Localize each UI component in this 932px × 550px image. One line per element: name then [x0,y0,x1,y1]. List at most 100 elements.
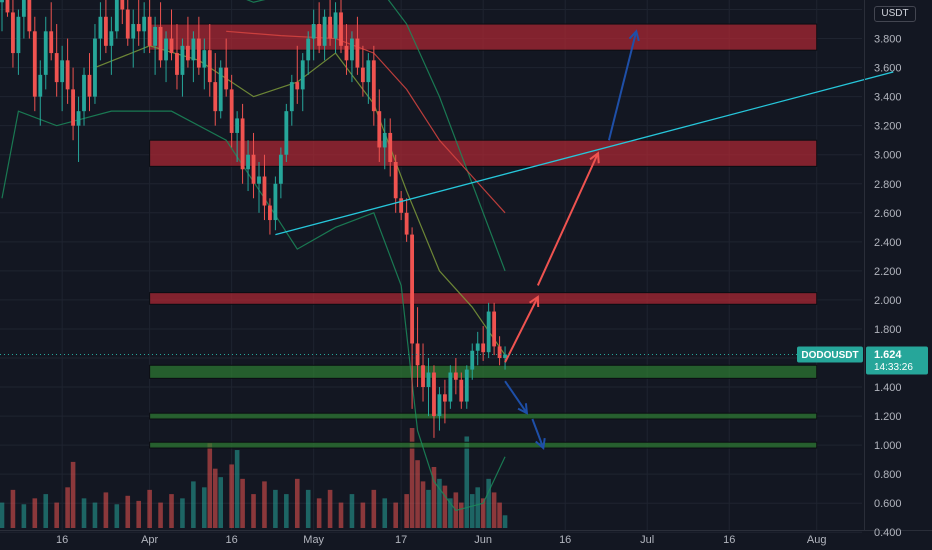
candle-body [65,60,70,90]
candle-body [87,74,92,97]
candle-body [328,16,332,39]
candle-body [278,154,283,184]
volume-bar [169,494,174,528]
candle-body [322,16,327,46]
candle-body [76,111,81,126]
volume-bar [234,450,240,528]
candle-body [426,372,431,388]
candle-body [185,45,190,61]
candle-body [38,74,43,97]
candle-body [344,45,349,61]
resistance-zone [149,292,818,305]
volume-bar [491,492,497,528]
candle-body [295,82,300,90]
volume-bar [43,494,49,528]
candle-body [21,0,26,17]
candle-body [399,198,404,213]
candle-body [432,372,436,417]
volume-bar [202,487,207,528]
candle-body [131,24,136,39]
candle-body [54,53,59,83]
price-label-box [866,346,928,375]
symbol-label-box [797,346,863,363]
volume-bar [180,498,185,528]
volume-bar [393,502,398,528]
projection-arrowhead-blue [535,437,546,450]
time-tick-label: Jul [640,534,654,546]
candle-body [120,0,125,10]
time-tick-label: May [303,534,324,546]
candle-body [147,16,152,46]
moving-average-red [226,30,506,214]
time-tick-label: 16 [56,534,68,546]
price-tick-label: 1.800 [874,324,902,336]
volume-bar [420,481,426,528]
price-tick-label: 2.200 [874,266,902,278]
projection-arrow-red [504,296,539,363]
candle-body [82,74,86,112]
candle-body [404,212,409,235]
candle-body [5,0,10,13]
currency-badge[interactable]: USDT [874,6,916,22]
projection-arrow-blue [531,418,545,449]
price-tick-label: 3.000 [874,150,902,162]
volume-bar [65,487,70,528]
volume-bar [284,494,289,528]
projection-arrow-blue [504,380,528,414]
volume-bar [371,489,377,528]
volume-bar [360,502,366,528]
candle-body [229,89,234,133]
candle-body [382,132,387,148]
volume-bar [486,478,491,528]
candle-body [93,38,97,97]
candle-body [114,0,119,32]
support-zone [149,441,818,449]
candle-body [350,38,354,61]
candle-body [71,89,75,126]
volume-bar [114,504,120,528]
candle-body [136,24,141,32]
candle-body [213,82,218,112]
price-tick-label: 3.800 [874,34,902,46]
candle-body [158,26,163,61]
candle-body [169,38,174,54]
projection-arrowhead-blue [517,403,529,415]
candle-body [240,118,245,170]
candle-body [421,365,425,388]
drawing-tools[interactable] [275,29,894,450]
volume-bar [273,489,278,528]
volume-bar [136,500,141,528]
price-tick-label: 1.000 [874,440,902,452]
volume-bar [158,502,163,528]
volume-bar [218,477,224,528]
candle-body [16,16,21,54]
candle-body [218,67,223,112]
volume-bar [327,489,333,528]
candle-body [459,379,464,402]
symbol-label: DODOUSDT [801,350,858,361]
volume-bar [415,460,420,528]
price-tick-label: 3.200 [874,121,902,133]
volume-bar [316,498,322,528]
volume-bar [497,502,502,528]
candle-body [442,394,447,402]
projection-arrow-blue [607,31,638,141]
trendline [275,71,894,236]
candle-body [289,82,294,112]
volume-bar [191,481,196,528]
candle-body [235,118,240,133]
candle-body [11,12,15,54]
price-tick-label: 0.400 [874,527,902,539]
candle-body [273,183,278,221]
candle-body [415,343,420,366]
candle-body [339,12,343,46]
volume-bar [147,489,152,528]
candle-body [202,50,207,68]
zone-rectangles[interactable] [149,23,818,449]
resistance-zone [149,139,818,167]
volume-bar [81,498,87,528]
volume-bar [431,466,437,528]
time-axis[interactable]: 16 Apr 16 May 17 Jun 16 Jul 16 Aug [56,534,826,546]
bollinger-upper-line [246,0,506,272]
